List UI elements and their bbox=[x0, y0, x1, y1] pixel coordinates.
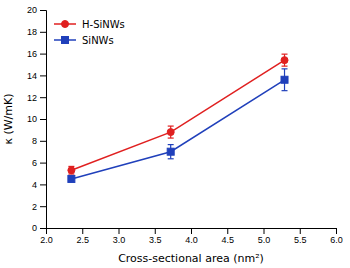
x-tick: 3.5 bbox=[149, 228, 162, 245]
y-tick-mark bbox=[40, 141, 46, 142]
error-bar-cap bbox=[282, 54, 288, 55]
x-tick: 2.5 bbox=[76, 228, 89, 245]
x-tick-mark bbox=[300, 228, 301, 234]
y-tick-mark bbox=[40, 10, 46, 11]
x-tick-mark bbox=[82, 228, 83, 234]
point bbox=[68, 175, 75, 182]
error-bar bbox=[68, 166, 74, 174]
x-tick: 3.0 bbox=[113, 228, 126, 245]
legend-swatch-marker bbox=[62, 37, 69, 44]
x-tick-label: 2.0 bbox=[40, 235, 53, 245]
x-tick-mark bbox=[191, 228, 192, 234]
y-tick-label: 6 bbox=[32, 158, 37, 168]
point bbox=[281, 57, 288, 64]
y-tick: 2 bbox=[32, 202, 46, 212]
y-tick: 18 bbox=[27, 27, 46, 37]
error-bar-cap bbox=[168, 144, 174, 145]
y-tick-mark bbox=[40, 206, 46, 207]
x-tick-mark bbox=[119, 228, 120, 234]
y-tick-mark bbox=[40, 119, 46, 120]
x-tick-mark bbox=[227, 228, 228, 234]
y-tick-label: 14 bbox=[27, 71, 37, 81]
series bbox=[68, 69, 288, 183]
y-tick: 16 bbox=[27, 49, 46, 59]
legend-item: H-SiNWs bbox=[54, 19, 125, 30]
x-axis-line bbox=[47, 229, 337, 235]
error-bar bbox=[282, 69, 288, 91]
error-bar-cap bbox=[282, 68, 288, 69]
error-bar-cap bbox=[282, 66, 288, 67]
plot: 2.0 2.5 3.0 3.5 4.0 4.5 5.0 5.5 6.0 0 2 4 6 8 10 12 14 16… bbox=[27, 5, 343, 245]
y-tick-label: 18 bbox=[27, 27, 37, 37]
legend-label: SiNWs bbox=[82, 35, 114, 46]
marks bbox=[68, 54, 288, 182]
y-tick: 4 bbox=[32, 180, 46, 190]
error-bar bbox=[68, 176, 74, 181]
y-tick-label: 2 bbox=[32, 202, 37, 212]
y-tick-label: 20 bbox=[27, 5, 37, 15]
error-bar bbox=[168, 126, 174, 138]
x-tick: 5.0 bbox=[258, 228, 271, 245]
x-tick: 4.5 bbox=[221, 228, 234, 245]
y-tick-mark bbox=[40, 228, 46, 229]
y-axis-line bbox=[40, 11, 47, 229]
y-tick: 14 bbox=[27, 71, 46, 81]
point bbox=[167, 148, 174, 155]
y-tick: 20 bbox=[27, 5, 46, 15]
x-tick-label: 5.0 bbox=[258, 235, 271, 245]
legend-label: H-SiNWs bbox=[82, 19, 125, 30]
x-tick-label: 3.0 bbox=[113, 235, 126, 245]
y-tick-mark bbox=[40, 184, 46, 185]
y-tick-mark bbox=[40, 75, 46, 76]
y-tick-label: 16 bbox=[27, 49, 37, 59]
x-tick-label: 5.5 bbox=[294, 235, 307, 245]
y-tick: 0 bbox=[32, 223, 46, 233]
x-axis: 2.0 2.5 3.0 3.5 4.0 4.5 5.0 5.5 6.0 bbox=[40, 228, 343, 245]
y-axis: 0 2 4 6 8 10 12 14 16 18 20 bbox=[27, 5, 47, 233]
y-tick-mark bbox=[40, 32, 46, 33]
legend: H-SiNWs SiNWs bbox=[54, 19, 125, 46]
x-tick: 2.0 bbox=[40, 228, 53, 245]
x-tick-label: 4.0 bbox=[185, 235, 198, 245]
chart: 2.0 2.5 3.0 3.5 4.0 4.5 5.0 5.5 6.0 0 2 4 6 8 10 12 14 16… bbox=[0, 0, 350, 268]
point bbox=[167, 129, 174, 136]
x-tick-label: 3.5 bbox=[149, 235, 162, 245]
x-tick-label: 6.0 bbox=[330, 235, 343, 245]
y-tick-mark bbox=[40, 163, 46, 164]
legend-item: SiNWs bbox=[54, 35, 114, 46]
point bbox=[68, 167, 75, 174]
error-bar-cap bbox=[168, 125, 174, 126]
x-tick-mark bbox=[155, 228, 156, 234]
y-tick: 8 bbox=[32, 136, 46, 146]
y-tick-label: 4 bbox=[32, 180, 37, 190]
x-tick-mark bbox=[264, 228, 265, 234]
series-line bbox=[71, 60, 284, 170]
error-bar bbox=[282, 54, 288, 66]
x-tick: 5.5 bbox=[294, 228, 307, 245]
x-axis-title: Cross-sectional area (nm²) bbox=[118, 252, 264, 265]
y-tick-mark bbox=[40, 54, 46, 55]
y-tick-mark bbox=[40, 97, 46, 98]
series bbox=[68, 54, 288, 174]
x-tick-mark bbox=[336, 228, 337, 234]
error-bar-cap bbox=[168, 158, 174, 159]
y-tick: 12 bbox=[27, 93, 46, 103]
error-bar-cap bbox=[282, 90, 288, 91]
y-tick-label: 8 bbox=[32, 136, 37, 146]
y-axis-title: κ (W/mK) bbox=[2, 93, 15, 144]
legend-swatch-marker bbox=[62, 21, 69, 28]
y-tick-label: 0 bbox=[32, 223, 37, 233]
x-tick-label: 4.5 bbox=[221, 235, 234, 245]
y-tick-label: 12 bbox=[27, 93, 37, 103]
y-tick-label: 10 bbox=[27, 114, 37, 124]
y-tick: 6 bbox=[32, 158, 46, 168]
error-bar bbox=[168, 145, 174, 159]
error-bar-cap bbox=[168, 137, 174, 138]
x-tick-label: 2.5 bbox=[76, 235, 89, 245]
y-tick: 10 bbox=[27, 114, 46, 124]
point bbox=[281, 76, 288, 83]
x-tick: 4.0 bbox=[185, 228, 198, 245]
series-line bbox=[71, 80, 284, 179]
x-tick: 6.0 bbox=[330, 228, 343, 245]
